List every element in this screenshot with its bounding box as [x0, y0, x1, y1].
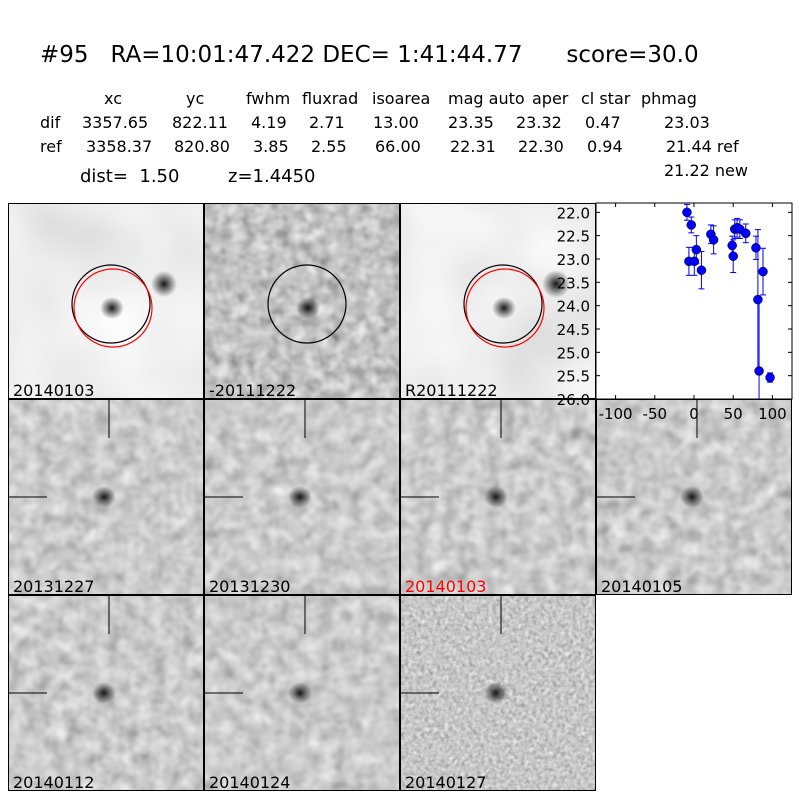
- dist-text: dist= 1.50: [80, 166, 180, 187]
- table-cell: 0.94: [587, 137, 623, 156]
- y-tick-label: 23.0: [557, 251, 590, 269]
- light-curve-plot: 22.0 22.5 23.0 23.5 24.0 24.5 25.0 25.5 26.0 -100…: [557, 202, 793, 423]
- image-stamp: 20140103: [8, 203, 204, 399]
- image-stamp: 20131227: [8, 399, 204, 595]
- y-tick-label: 25.0: [557, 344, 590, 362]
- data-point: [727, 240, 737, 251]
- figure-title: #95 RA=10:01:47.422 DEC= 1:41:44.77 scor…: [40, 42, 699, 68]
- stamp-date-label: 20131227: [13, 577, 95, 595]
- source-blob: [288, 486, 312, 508]
- table-cell: 23.35: [448, 113, 494, 132]
- column-header: cl star: [581, 89, 631, 108]
- stamp-date-label: 20131230: [209, 577, 291, 595]
- source-blob: [680, 486, 704, 508]
- data-point: [740, 228, 751, 239]
- column-header: phmag: [641, 89, 697, 108]
- reference-circle: [465, 268, 545, 348]
- table-cell: 23.03: [664, 113, 710, 132]
- table-cell: 2.55: [311, 137, 347, 156]
- source-blob: [484, 682, 508, 704]
- table-cell: 23.32: [516, 113, 562, 132]
- stamp-date-label: -20111222: [209, 381, 297, 399]
- table-cell: 0.47: [585, 113, 621, 132]
- stamp-date-label: 20140103: [13, 381, 95, 399]
- data-point: [708, 235, 719, 245]
- column-header: fluxrad: [302, 89, 359, 108]
- table-cell: 3.85: [253, 137, 289, 156]
- data-point: [754, 366, 764, 376]
- image-stamp: 20140105: [596, 399, 792, 595]
- x-tick-label: -100: [599, 405, 633, 423]
- table-cell: 3358.37: [86, 137, 153, 156]
- y-tick-label: 25.5: [557, 368, 590, 386]
- y-tick-label: 24.5: [557, 321, 590, 339]
- source-blob: [92, 486, 116, 508]
- source-blob: [288, 682, 312, 704]
- y-tick-label: 23.5: [557, 274, 590, 292]
- image-stamp: 20140127: [400, 595, 596, 791]
- stamp-date-label: 20140103: [405, 577, 487, 595]
- table-cell: 3357.65: [82, 113, 149, 132]
- phmag-new: 21.22 new: [664, 161, 748, 180]
- column-header: mag auto: [448, 89, 525, 108]
- reference-circle: [73, 268, 153, 348]
- aperture-circle: [267, 264, 347, 344]
- data-point: [753, 294, 763, 305]
- column-header: xc: [104, 89, 122, 108]
- row-label: ref: [40, 137, 62, 156]
- table-cell: 13.00: [373, 113, 419, 132]
- x-tick-label: 100: [758, 405, 787, 423]
- column-header: isoarea: [372, 89, 431, 108]
- data-point: [728, 251, 738, 261]
- table-cell: 22.31: [450, 137, 496, 156]
- data-point: [758, 266, 768, 277]
- row-label: dif: [40, 113, 61, 132]
- x-tick-label: 50: [724, 405, 743, 423]
- aperture-circle: [71, 264, 151, 344]
- stamp-date-label: 20140112: [13, 773, 95, 791]
- redshift-text: z=1.4450: [228, 166, 316, 187]
- source-blob: [484, 486, 508, 508]
- column-header: fwhm: [246, 89, 291, 108]
- aperture-circle: [463, 264, 543, 344]
- data-point: [751, 243, 761, 253]
- table-cell: 22.30: [518, 137, 564, 156]
- image-stamp: 20140112: [8, 595, 204, 791]
- source-blob: [100, 297, 124, 319]
- source-blob: [92, 682, 116, 704]
- stamp-date-label: 20140124: [209, 773, 291, 791]
- data-point: [765, 372, 775, 383]
- x-tick-label: -50: [643, 405, 668, 423]
- data-point: [689, 256, 700, 267]
- image-stamp: 20140124: [204, 595, 400, 791]
- column-header: yc: [186, 89, 205, 108]
- y-tick-label: 22.5: [557, 228, 590, 246]
- image-stamp: 20131230: [204, 399, 400, 595]
- data-point: [691, 244, 702, 255]
- y-tick-label: 22.0: [557, 204, 590, 222]
- table-cell: 4.19: [251, 113, 287, 132]
- table-cell: 820.80: [174, 137, 230, 156]
- y-tick-label: 24.0: [557, 298, 590, 316]
- table-cell: 66.00: [375, 137, 421, 156]
- stamp-date-label: 20140105: [601, 577, 683, 595]
- x-tick-label: 0: [689, 405, 699, 423]
- data-point: [686, 220, 697, 230]
- image-stamp: 20140103: [400, 399, 596, 595]
- source-blob: [492, 297, 516, 319]
- image-stamp: R20111222: [400, 203, 596, 399]
- column-header: aper: [532, 89, 569, 108]
- source-blob: [296, 297, 320, 319]
- data-point: [696, 265, 707, 275]
- table-cell: 21.44 ref: [666, 137, 739, 156]
- table-cell: 822.11: [172, 113, 228, 132]
- stamp-date-label: R20111222: [405, 381, 498, 399]
- data-point: [682, 207, 692, 218]
- y-tick-label: 26.0: [557, 391, 590, 409]
- stamp-date-label: 20140127: [405, 773, 487, 791]
- table-cell: 2.71: [309, 113, 345, 132]
- image-stamp: -20111222: [204, 203, 400, 399]
